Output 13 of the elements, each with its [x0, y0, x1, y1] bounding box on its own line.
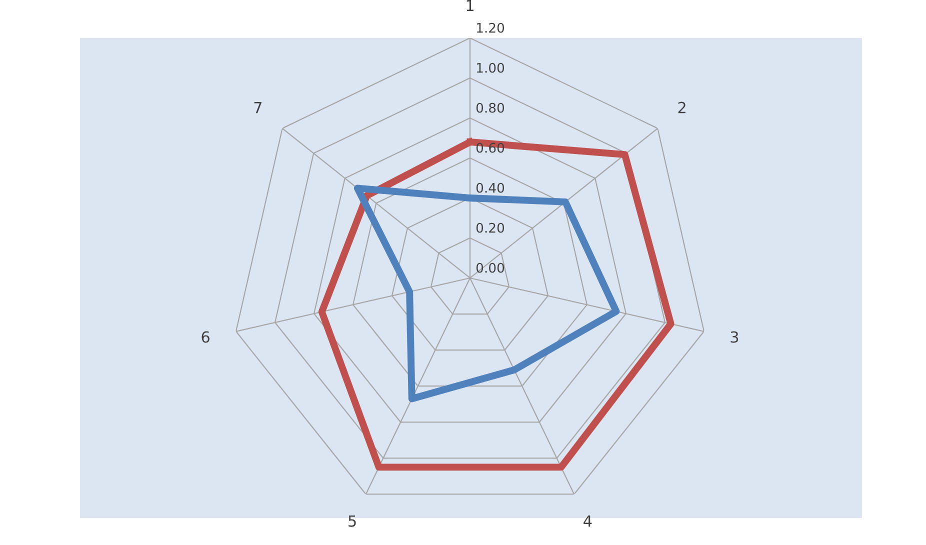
y-tick-label: 0.80: [476, 102, 504, 113]
spoke-label: 3: [730, 331, 738, 343]
spoke-label: 5: [348, 515, 356, 527]
spoke-label: 1: [466, 0, 474, 11]
spoke-label: 7: [254, 102, 262, 114]
y-tick-label: 0.20: [476, 222, 504, 233]
spoke-label: 6: [202, 331, 210, 343]
y-tick-label: 1.00: [477, 62, 504, 73]
y-tick-label: 0.00: [476, 262, 504, 273]
spoke-label: 2: [678, 102, 686, 114]
spoke-label: 4: [584, 515, 592, 527]
y-tick-label: 0.40: [476, 182, 504, 193]
y-tick-label: 1.20: [477, 22, 504, 33]
